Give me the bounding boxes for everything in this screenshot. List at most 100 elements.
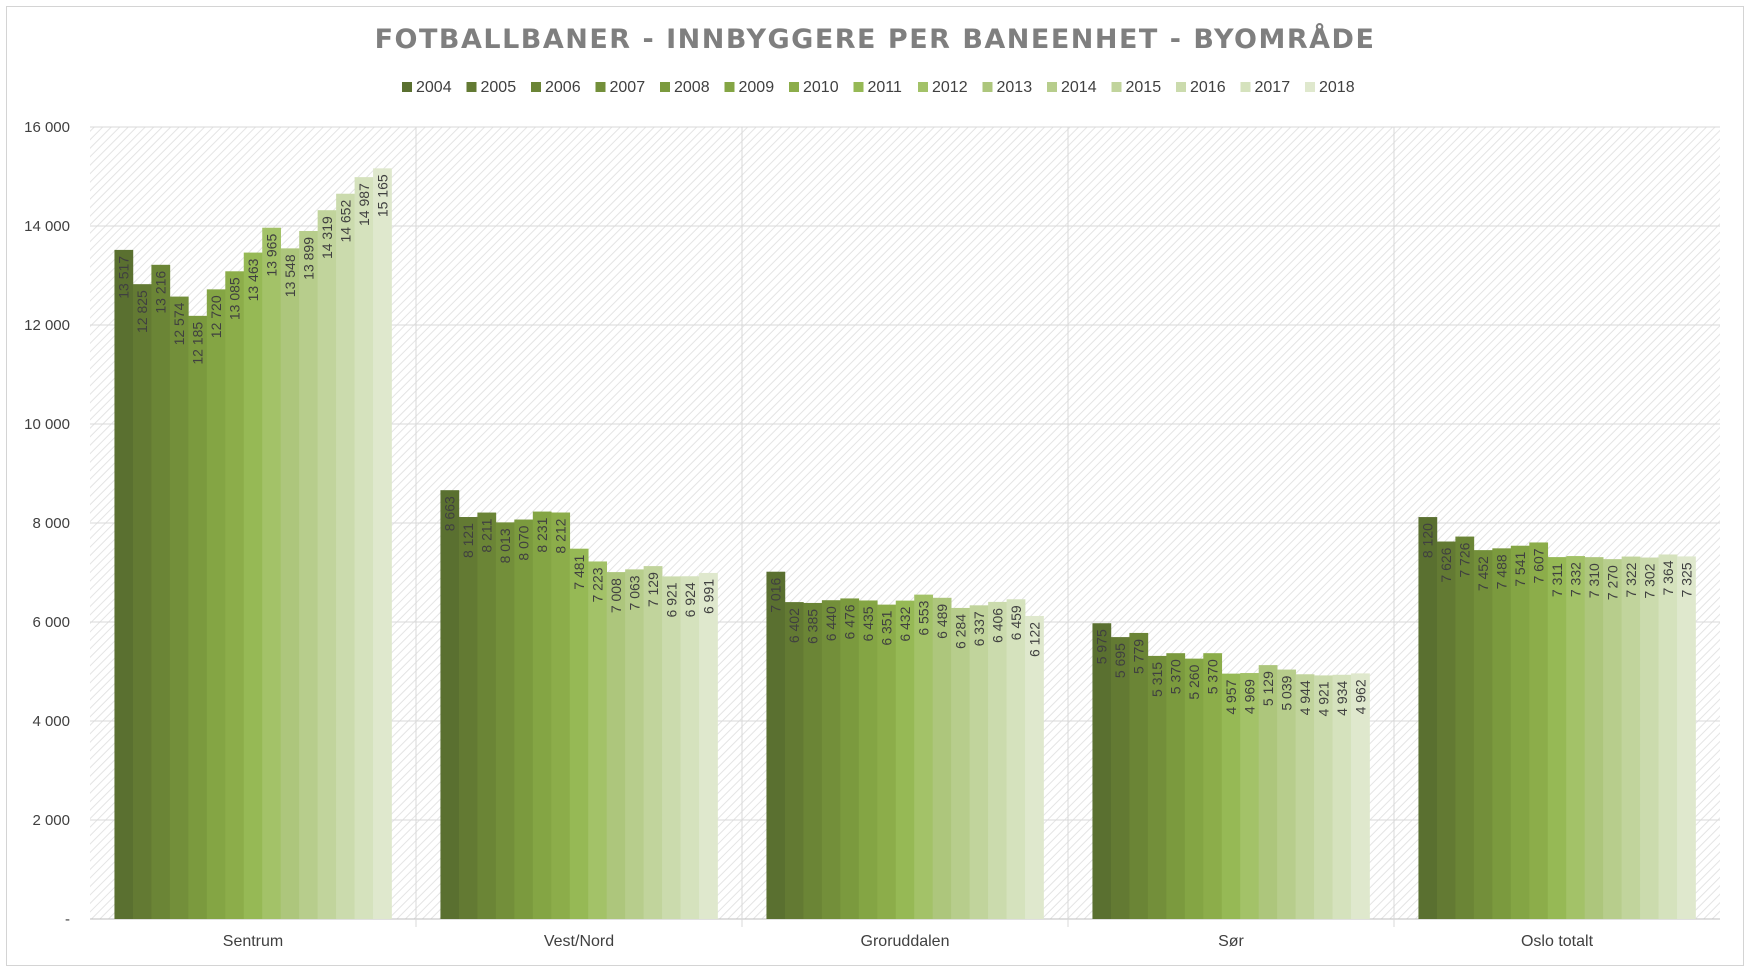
data-label: 8 663 [442,496,458,531]
legend-label: 2010 [803,79,839,96]
data-label: 7 364 [1660,560,1676,595]
bar [803,602,823,919]
data-label: 6 351 [879,610,895,645]
legend-swatch [402,82,412,92]
bar [1092,623,1112,919]
data-label: 13 463 [245,258,261,301]
legend-swatch [853,82,864,92]
bar [1166,653,1186,919]
legend-label: 2015 [1126,79,1162,96]
bar [1529,542,1549,919]
bar [1584,557,1604,919]
data-label: 7 129 [645,572,661,607]
bar [336,193,355,919]
bar [458,517,478,919]
data-label: 5 260 [1186,664,1202,699]
y-tick-label: 8 000 [32,515,70,532]
bar [243,252,263,920]
bar [662,576,681,919]
legend-swatch [1240,82,1251,92]
legend-swatch [918,82,928,92]
bar [1332,674,1352,919]
bar [551,512,571,919]
bar [766,571,786,919]
bars [114,168,1696,920]
bar [354,177,374,919]
data-label: 5 039 [1278,675,1294,710]
bar [625,569,644,919]
bar [1418,517,1438,919]
data-label: 6 924 [682,582,698,617]
data-label: 13 548 [282,254,298,297]
data-label: 13 899 [300,237,316,280]
data-label: 8 070 [516,525,532,560]
data-label: 4 934 [1334,681,1350,716]
data-label: 12 825 [134,290,150,333]
data-label: 6 435 [860,606,876,641]
x-tick-label: Vest/Nord [544,933,614,950]
data-label: 14 319 [319,216,335,259]
bar [877,604,897,919]
legend-label: 2016 [1190,79,1226,96]
x-tick-label: Sentrum [223,933,283,950]
legend-swatch [789,82,799,92]
bar [858,600,878,919]
data-label: 6 406 [989,608,1005,643]
data-label: 12 185 [190,322,206,365]
data-label: 6 459 [1008,605,1024,640]
data-label: 5 779 [1131,639,1147,674]
data-label: 6 284 [952,614,968,649]
data-label: 6 402 [786,608,802,643]
data-label: 4 957 [1223,679,1239,714]
data-label: 5 370 [1168,659,1184,694]
bar [440,490,460,919]
bar [895,600,915,919]
bar [225,271,245,920]
y-tick-label: 12 000 [24,317,70,334]
data-label: 6 921 [663,582,679,617]
bar [1295,674,1315,919]
bar [373,168,392,919]
bar [317,210,337,920]
legend-swatch [982,82,993,92]
bar [114,249,134,919]
bar [569,548,589,919]
data-label: 7 270 [1604,565,1620,600]
data-label: 13 216 [153,271,169,314]
data-label: 5 129 [1260,671,1276,706]
bar [784,602,804,919]
data-label: 7 332 [1567,562,1583,597]
y-tick-label: 16 000 [24,119,70,136]
bar [1110,637,1130,919]
bar [495,522,515,919]
data-label: 4 962 [1352,679,1368,714]
legend-label: 2007 [610,79,646,96]
legend-label: 2006 [545,79,581,96]
bar [1492,548,1512,919]
bar [680,576,700,919]
data-label: 7 488 [1494,554,1510,589]
data-label: 8 212 [553,518,569,553]
bar [1277,669,1296,919]
legend-swatch [1176,82,1186,92]
data-label: 13 085 [227,277,243,320]
data-label: 5 695 [1112,643,1128,678]
legend-label: 2011 [868,79,903,96]
data-label: 6 122 [1026,622,1042,657]
bar [699,572,718,919]
x-axis: Sentrum Vest/Nord Groruddalen Sør Oslo total… [223,933,1594,950]
data-label: 13 965 [263,234,279,277]
bar [1240,673,1260,919]
bar [1436,541,1456,919]
data-label: 12 720 [208,295,224,338]
bar [914,594,934,919]
bar [1677,556,1696,919]
legend-label: 2008 [674,79,710,96]
data-label: 7 626 [1438,547,1454,582]
data-label: 8 211 [479,518,495,552]
legend-label: 2005 [481,79,517,96]
bar [1025,615,1044,919]
bar [932,597,952,919]
